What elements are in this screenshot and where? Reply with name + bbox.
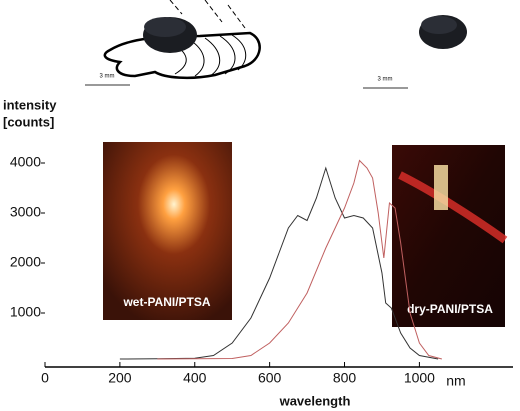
y-axis-title: intensity [counts] — [3, 97, 57, 129]
pellet-sketch-wet — [85, 0, 467, 89]
y-tick-label: 1000 — [10, 304, 41, 320]
photo-wet — [103, 142, 232, 320]
x-tick-label: 600 — [258, 370, 282, 386]
x-unit: nm — [446, 373, 465, 389]
y-tick-label: 4000 — [10, 154, 41, 170]
photo-label: dry-PANI/PTSA — [407, 302, 493, 316]
x-tick-label: 400 — [183, 370, 207, 386]
plot: 0 200 400 600 800 1000 1000 2000 3000 4000 — [10, 154, 513, 386]
photo-label: wet-PANI/PTSA — [122, 295, 210, 309]
x-tick-label: 1000 — [404, 370, 435, 386]
x-tick-label: 800 — [333, 370, 357, 386]
photo-dry — [392, 145, 505, 327]
y-tick-label: 3000 — [10, 204, 41, 220]
y-axis-label: intensity — [3, 97, 57, 112]
x-tick-label: 0 — [41, 370, 49, 386]
scale-label: 3 mm — [378, 77, 393, 83]
x-tick-label: 200 — [108, 370, 132, 386]
scale-label: 3 mm — [100, 74, 115, 80]
y-axis-label: [counts] — [3, 114, 54, 129]
x-axis-label: wavelength — [279, 393, 351, 408]
y-tick-label: 2000 — [10, 254, 41, 270]
series-line — [119, 166, 439, 360]
series-line — [157, 159, 442, 360]
